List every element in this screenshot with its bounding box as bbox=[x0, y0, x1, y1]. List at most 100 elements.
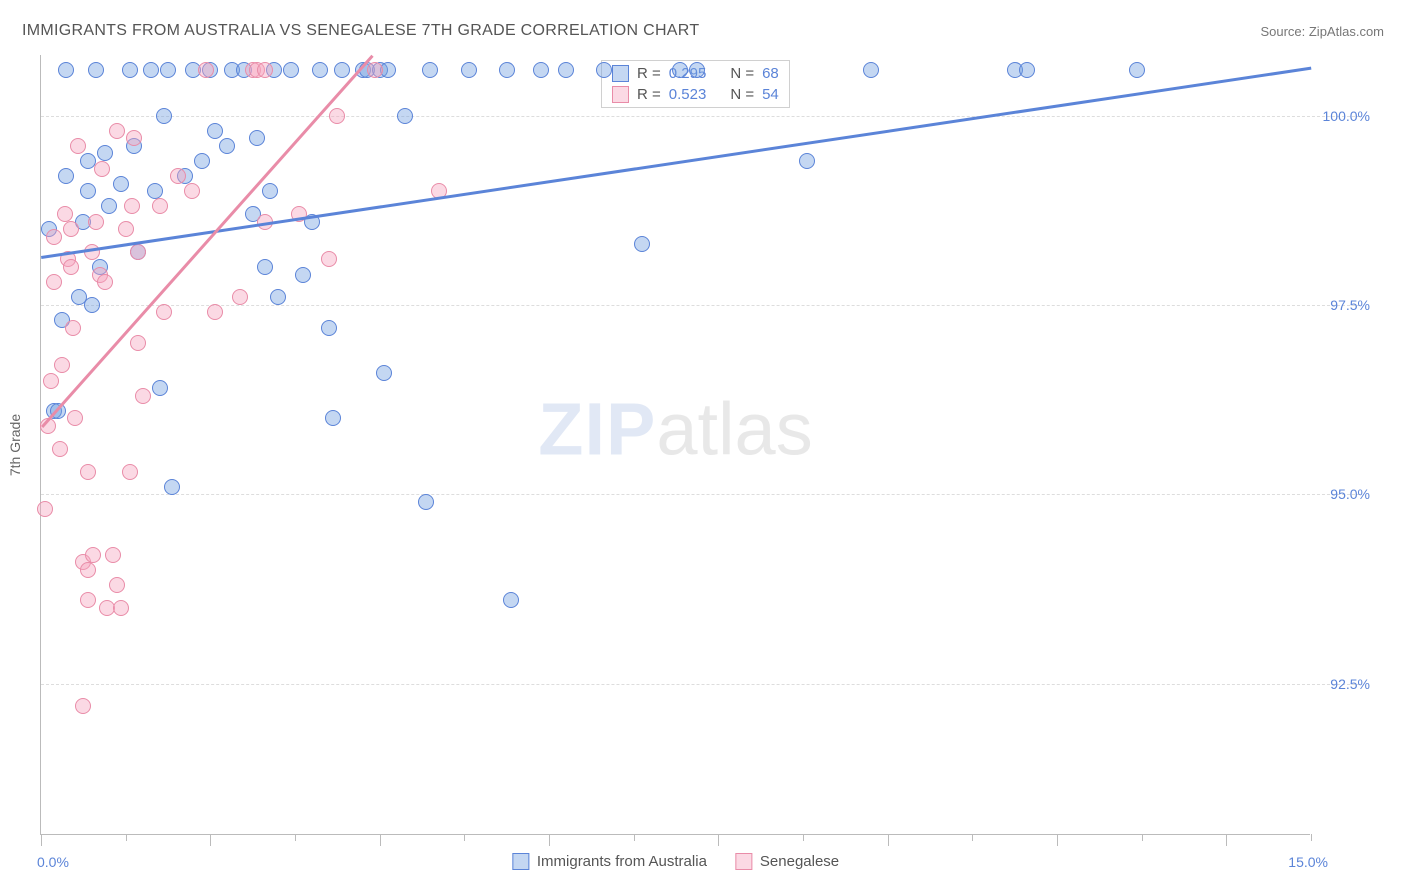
data-point bbox=[124, 198, 140, 214]
data-point bbox=[194, 153, 210, 169]
data-point bbox=[257, 62, 273, 78]
data-point bbox=[80, 562, 96, 578]
data-point bbox=[109, 123, 125, 139]
data-point bbox=[232, 289, 248, 305]
data-point bbox=[101, 198, 117, 214]
y-tick-label: 95.0% bbox=[1314, 486, 1370, 502]
x-axis-min-label: 0.0% bbox=[37, 854, 69, 870]
data-point bbox=[799, 153, 815, 169]
data-point bbox=[325, 410, 341, 426]
legend-swatch bbox=[735, 853, 752, 870]
grid-line bbox=[41, 494, 1360, 495]
data-point bbox=[85, 547, 101, 563]
data-point bbox=[672, 62, 688, 78]
legend-r-label: R = bbox=[637, 65, 661, 82]
data-point bbox=[1129, 62, 1145, 78]
y-tick-label: 100.0% bbox=[1314, 108, 1370, 124]
data-point bbox=[118, 221, 134, 237]
data-point bbox=[461, 62, 477, 78]
data-point bbox=[130, 244, 146, 260]
data-point bbox=[43, 373, 59, 389]
legend-swatch bbox=[612, 65, 629, 82]
data-point bbox=[130, 335, 146, 351]
data-point bbox=[80, 592, 96, 608]
data-point bbox=[207, 304, 223, 320]
y-tick-label: 92.5% bbox=[1314, 676, 1370, 692]
data-point bbox=[70, 138, 86, 154]
grid-line bbox=[41, 116, 1360, 117]
data-point bbox=[596, 62, 612, 78]
data-point bbox=[262, 183, 278, 199]
data-point bbox=[283, 62, 299, 78]
data-point bbox=[863, 62, 879, 78]
data-point bbox=[160, 62, 176, 78]
data-point bbox=[152, 380, 168, 396]
data-point bbox=[156, 304, 172, 320]
x-tick-minor bbox=[1142, 834, 1143, 841]
data-point bbox=[422, 62, 438, 78]
data-point bbox=[75, 698, 91, 714]
legend-n-value: 68 bbox=[762, 65, 779, 82]
x-axis-max-label: 15.0% bbox=[1288, 854, 1328, 870]
data-point bbox=[1019, 62, 1035, 78]
data-point bbox=[67, 410, 83, 426]
data-point bbox=[122, 62, 138, 78]
x-tick-minor bbox=[803, 834, 804, 841]
data-point bbox=[207, 123, 223, 139]
data-point bbox=[257, 259, 273, 275]
legend-n-value: 54 bbox=[762, 86, 779, 103]
data-point bbox=[63, 259, 79, 275]
x-tick-minor bbox=[126, 834, 127, 841]
legend-r-value: 0.523 bbox=[669, 86, 707, 103]
source-attribution: Source: ZipAtlas.com bbox=[1260, 24, 1384, 39]
data-point bbox=[37, 501, 53, 517]
data-point bbox=[58, 62, 74, 78]
data-point bbox=[126, 130, 142, 146]
trend-line bbox=[41, 55, 373, 428]
data-point bbox=[376, 365, 392, 381]
data-point bbox=[105, 547, 121, 563]
x-tick-major bbox=[888, 834, 889, 846]
data-point bbox=[97, 145, 113, 161]
legend-swatch bbox=[512, 853, 529, 870]
data-point bbox=[367, 62, 383, 78]
data-point bbox=[249, 130, 265, 146]
data-point bbox=[418, 494, 434, 510]
data-point bbox=[184, 183, 200, 199]
data-point bbox=[109, 577, 125, 593]
data-point bbox=[113, 600, 129, 616]
watermark-atlas: atlas bbox=[656, 387, 812, 470]
series-legend: Immigrants from Australia Senegalese bbox=[512, 853, 839, 870]
data-point bbox=[270, 289, 286, 305]
data-point bbox=[58, 168, 74, 184]
x-tick-major bbox=[1226, 834, 1227, 846]
y-axis-label: 7th Grade bbox=[7, 413, 23, 475]
data-point bbox=[80, 183, 96, 199]
data-point bbox=[65, 320, 81, 336]
scatter-plot: 7th Grade ZIPatlas R = 0.295N = 68R = 0.… bbox=[40, 55, 1310, 835]
legend-n-label: N = bbox=[730, 86, 754, 103]
data-point bbox=[503, 592, 519, 608]
x-tick-minor bbox=[464, 834, 465, 841]
data-point bbox=[147, 183, 163, 199]
data-point bbox=[113, 176, 129, 192]
data-point bbox=[689, 62, 705, 78]
legend-item: Senegalese bbox=[735, 853, 839, 870]
data-point bbox=[152, 198, 168, 214]
data-point bbox=[170, 168, 186, 184]
data-point bbox=[46, 274, 62, 290]
data-point bbox=[334, 62, 350, 78]
legend-item: Immigrants from Australia bbox=[512, 853, 707, 870]
x-tick-major bbox=[549, 834, 550, 846]
data-point bbox=[143, 62, 159, 78]
data-point bbox=[54, 357, 70, 373]
data-point bbox=[499, 62, 515, 78]
data-point bbox=[122, 464, 138, 480]
data-point bbox=[198, 62, 214, 78]
data-point bbox=[84, 297, 100, 313]
x-tick-minor bbox=[1311, 834, 1312, 841]
x-tick-major bbox=[1057, 834, 1058, 846]
chart-title: IMMIGRANTS FROM AUSTRALIA VS SENEGALESE … bbox=[22, 22, 699, 40]
x-tick-major bbox=[380, 834, 381, 846]
legend-series-label: Immigrants from Australia bbox=[537, 853, 707, 870]
